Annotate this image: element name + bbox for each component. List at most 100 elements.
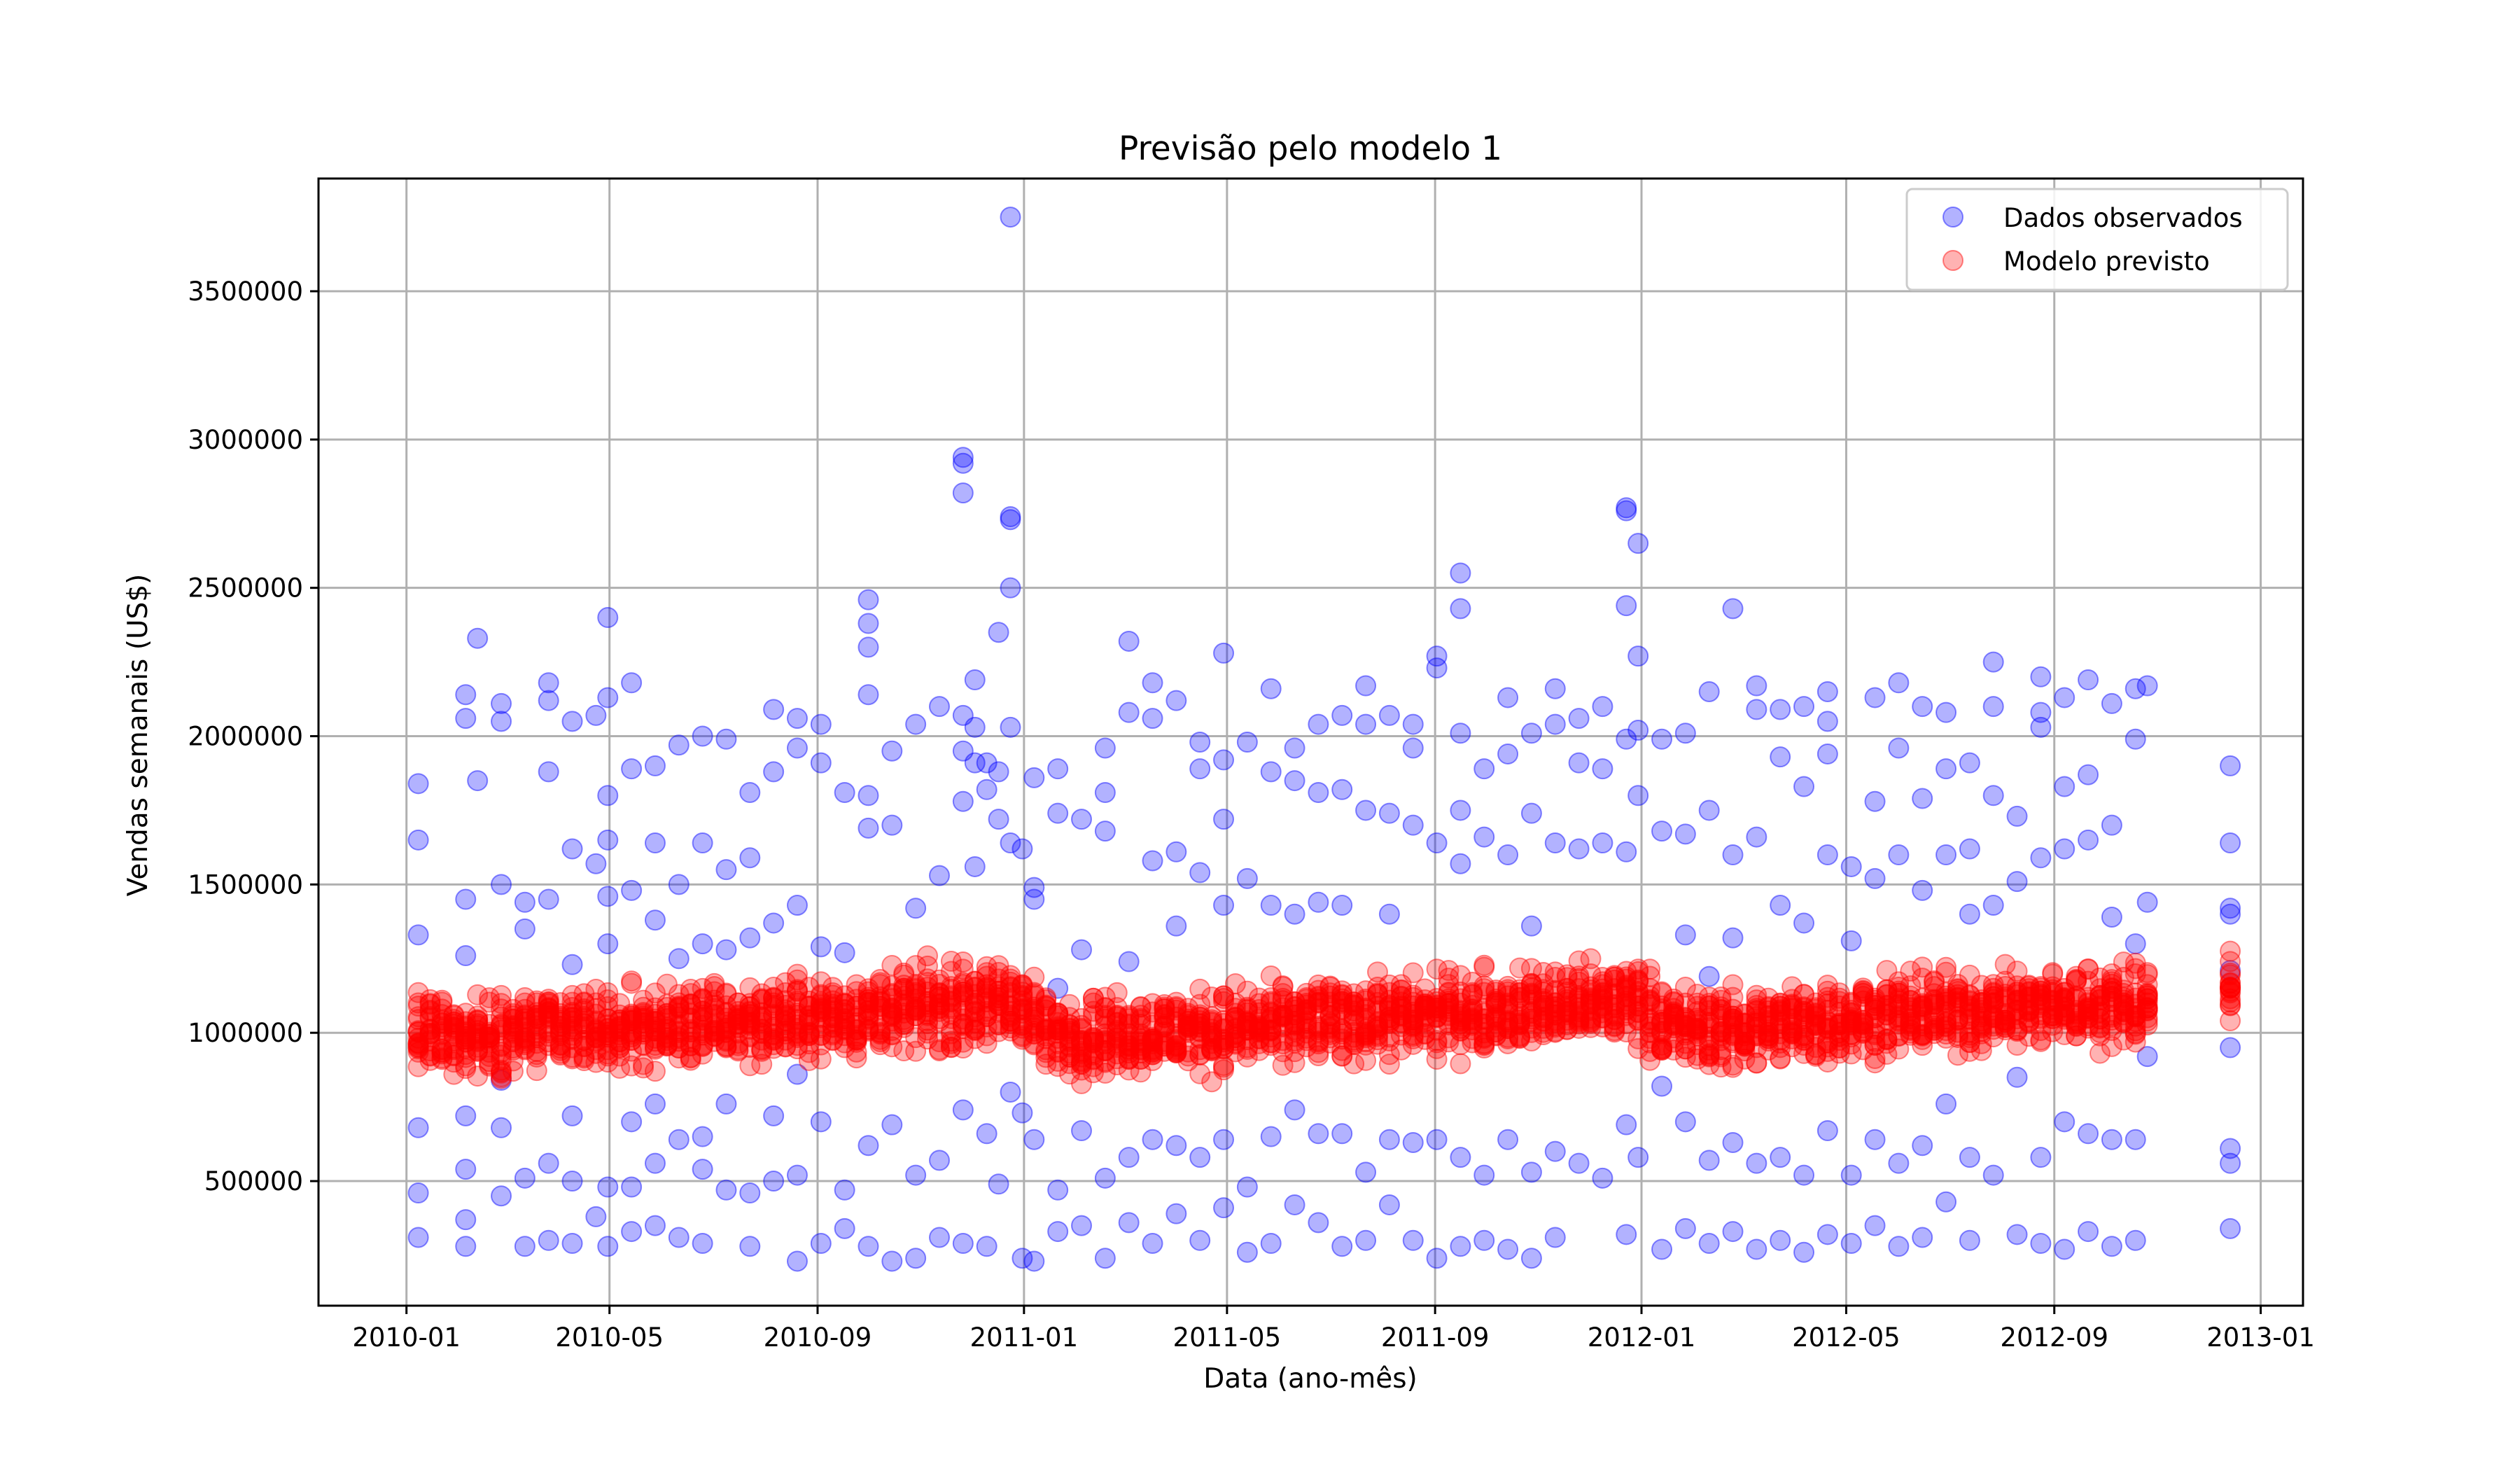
observed-point	[905, 713, 927, 735]
predicted-point	[419, 1006, 441, 1028]
predicted-point	[479, 1046, 500, 1068]
observed-point	[1308, 1123, 1329, 1145]
observed-point	[881, 1250, 903, 1272]
predicted-point	[431, 1049, 453, 1070]
predicted-point	[609, 1045, 631, 1067]
predicted-point	[1722, 974, 1744, 996]
predicted-point	[715, 1022, 737, 1044]
predicted-point	[751, 1007, 773, 1028]
predicted-point	[573, 992, 595, 1014]
observed-point	[952, 482, 974, 504]
predicted-point	[514, 992, 536, 1014]
predicted-point	[656, 1017, 678, 1038]
predicted-point	[538, 1020, 559, 1042]
predicted-point	[502, 1026, 524, 1048]
predicted-point	[538, 1006, 559, 1028]
legend-label-observed: Dados observados	[2003, 203, 2243, 233]
predicted-point	[526, 1005, 547, 1026]
predicted-point	[573, 1029, 595, 1051]
predicted-point	[443, 1063, 465, 1085]
predicted-point	[597, 1024, 619, 1046]
predicted-point	[656, 1018, 678, 1040]
predicted-point	[479, 987, 500, 1009]
observed-point	[1698, 965, 1720, 987]
predicted-point	[491, 1014, 512, 1036]
observed-point	[928, 696, 950, 718]
predicted-point	[597, 1052, 619, 1073]
observed-point	[952, 447, 974, 468]
predicted-point	[514, 1038, 536, 1059]
x-tick-label: 2010-05	[555, 1322, 664, 1353]
observed-point	[786, 1164, 808, 1186]
predicted-point	[550, 1015, 571, 1037]
x-tick-label: 2012-01	[1588, 1322, 1696, 1353]
observed-point	[2054, 1111, 2076, 1133]
observed-point	[514, 1236, 536, 1257]
observed-point	[1213, 895, 1235, 916]
predicted-point	[561, 984, 583, 1006]
observed-point	[1674, 924, 1696, 946]
predicted-point	[502, 1017, 524, 1038]
predicted-point	[407, 1056, 429, 1077]
predicted-point	[715, 995, 737, 1017]
observed-point	[644, 909, 666, 931]
predicted-point	[739, 1025, 761, 1047]
predicted-point	[502, 1050, 524, 1072]
predicted-point	[526, 1022, 547, 1044]
predicted-point	[727, 1000, 749, 1022]
predicted-point	[514, 1004, 536, 1026]
observed-point	[715, 1179, 737, 1201]
predicted-point	[644, 1016, 666, 1038]
predicted-point	[668, 1016, 690, 1038]
predicted-point	[692, 1010, 713, 1031]
predicted-point	[727, 1010, 749, 1031]
observed-point	[1840, 930, 1862, 951]
observed-point	[1071, 939, 1093, 961]
predicted-point	[656, 997, 678, 1019]
predicted-point	[467, 1028, 489, 1050]
predicted-point	[502, 1039, 524, 1061]
predicted-point	[739, 993, 761, 1014]
predicted-point	[455, 1028, 477, 1050]
predicted-point	[443, 1017, 465, 1038]
observed-point	[538, 690, 559, 711]
observed-point	[1816, 743, 1838, 765]
observed-point	[1378, 1194, 1400, 1215]
predicted-point	[621, 1010, 643, 1031]
observed-point	[644, 1093, 666, 1115]
predicted-point	[704, 1031, 725, 1052]
observed-point	[1816, 711, 1838, 732]
observed-point	[1450, 800, 1471, 821]
observed-point	[1616, 728, 1637, 750]
predicted-point	[550, 1038, 571, 1059]
predicted-point	[431, 1019, 453, 1040]
predicted-point	[573, 1035, 595, 1057]
predicted-point	[609, 1017, 631, 1038]
predicted-point	[431, 1009, 453, 1031]
predicted-point	[727, 1014, 749, 1035]
predicted-point	[526, 1040, 547, 1062]
predicted-point	[514, 1032, 536, 1054]
observed-point	[739, 1182, 761, 1203]
predicted-point	[550, 1021, 571, 1043]
predicted-point	[692, 1020, 713, 1042]
predicted-point	[644, 1010, 666, 1032]
observed-point	[763, 1105, 785, 1126]
predicted-point	[763, 994, 785, 1016]
predicted-point	[514, 1007, 536, 1029]
predicted-point	[538, 1005, 559, 1026]
predicted-point	[502, 1008, 524, 1030]
predicted-point	[692, 1000, 713, 1022]
predicted-point	[704, 1025, 725, 1047]
observed-point	[1628, 645, 1649, 667]
predicted-point	[538, 1021, 559, 1043]
predicted-point	[715, 1007, 737, 1029]
predicted-point	[479, 1026, 500, 1048]
predicted-point	[2136, 964, 2158, 986]
predicted-point	[455, 1055, 477, 1077]
predicted-point	[715, 984, 737, 1005]
predicted-point	[561, 1037, 583, 1059]
predicted-point	[680, 1035, 701, 1057]
predicted-point	[644, 1038, 666, 1060]
predicted-point	[538, 1007, 559, 1029]
